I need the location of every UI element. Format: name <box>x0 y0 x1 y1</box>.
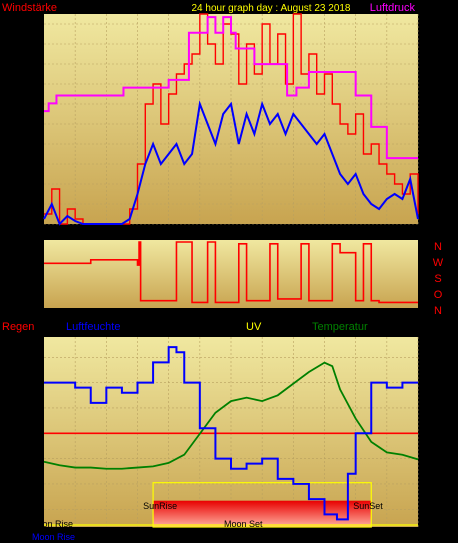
uv-box <box>152 482 372 528</box>
humidity-axis-title: Luftfeuchte <box>66 321 120 333</box>
uv-axis-title: UV <box>246 321 262 333</box>
moonrise-axis-label: Moon Rise <box>32 532 75 542</box>
climate-series <box>43 346 419 528</box>
temperature-axis-title: Temperatur <box>312 321 368 333</box>
wind-axis-title: Windstärke <box>2 2 57 14</box>
direction-line <box>44 241 418 304</box>
moonrise-label: Moon Rise <box>30 519 73 529</box>
compass-label: N <box>434 305 442 317</box>
sunset-label: SunSet <box>353 501 383 511</box>
compass-label: S <box>434 273 441 285</box>
temperature-line <box>43 361 419 470</box>
compass-label: O <box>434 289 443 301</box>
wind-average-line <box>43 100 419 226</box>
compass-label: W <box>433 257 444 269</box>
direction-plot-area <box>44 240 418 308</box>
pressure-axis-title: Luftdruck <box>370 2 416 14</box>
humidity-line <box>44 346 418 521</box>
pressure-line <box>44 16 418 160</box>
compass-labels: N W S O N <box>433 241 444 317</box>
sunrise-label: SunRise <box>143 501 177 511</box>
rain-axis-title: Regen <box>2 321 34 333</box>
moonset-label: Moon Set <box>224 519 263 529</box>
compass-label: N <box>434 241 442 253</box>
climate-plot-area <box>44 337 418 527</box>
chart-title: 24 hour graph day : August 23 2018 <box>191 3 350 14</box>
direction-series <box>44 241 418 304</box>
wind-series <box>43 13 419 226</box>
